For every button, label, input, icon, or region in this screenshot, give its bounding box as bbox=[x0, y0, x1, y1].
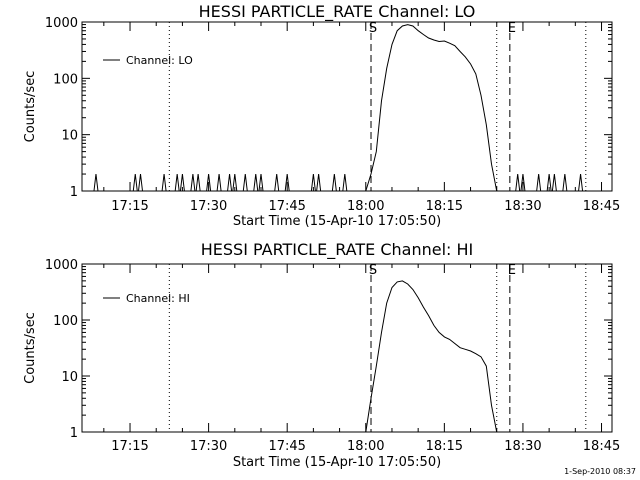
count-spike bbox=[93, 173, 99, 192]
count-spike bbox=[546, 173, 552, 192]
x-tick-label: 17:30 bbox=[190, 199, 227, 214]
count-spike bbox=[253, 173, 259, 192]
x-tick-label: 18:30 bbox=[504, 199, 541, 214]
y-axis-label: Counts/sec bbox=[23, 312, 38, 384]
plot-frame bbox=[81, 21, 613, 192]
y-tick-label: 100 bbox=[53, 314, 78, 329]
count-spike bbox=[227, 173, 233, 192]
x-tick-label: 18:00 bbox=[347, 439, 384, 454]
y-tick-label: 1000 bbox=[45, 258, 78, 273]
timestamp-stamp: 1-Sep-2010 08:37 bbox=[564, 467, 636, 476]
count-spike bbox=[562, 173, 568, 192]
x-axis-label: Start Time (15-Apr-10 17:05:50) bbox=[233, 455, 441, 470]
chart-title: HESSI PARTICLE_RATE Channel: HI bbox=[201, 240, 474, 260]
count-spike bbox=[174, 173, 180, 192]
count-spike bbox=[195, 173, 201, 192]
count-spike bbox=[232, 173, 238, 192]
marker-label: E bbox=[508, 263, 516, 278]
count-spike bbox=[515, 173, 521, 192]
count-spike bbox=[331, 173, 337, 192]
x-tick-label: 18:15 bbox=[426, 199, 463, 214]
panel-lo: HESSI PARTICLE_RATE Channel: LO 1 10 100 100… bbox=[23, 2, 620, 229]
x-tick-label: 18:45 bbox=[583, 439, 620, 454]
x-tick-label: 17:15 bbox=[111, 439, 148, 454]
marker-label: S bbox=[369, 263, 377, 278]
count-spike bbox=[342, 173, 348, 192]
count-spike bbox=[206, 173, 212, 192]
marker-label: E bbox=[508, 21, 516, 36]
count-spike bbox=[138, 173, 143, 192]
count-spike bbox=[190, 173, 196, 192]
y-tick-label: 10 bbox=[61, 129, 78, 144]
count-spike bbox=[316, 173, 322, 192]
x-tick-label: 17:45 bbox=[268, 439, 305, 454]
x-tick-label: 18:15 bbox=[426, 439, 463, 454]
count-spike bbox=[242, 173, 248, 192]
y-tick-label: 10 bbox=[61, 370, 78, 385]
y-axis-label: Counts/sec bbox=[23, 71, 38, 143]
legend-label: Channel: HI bbox=[126, 292, 190, 305]
count-spike bbox=[520, 173, 526, 192]
count-spike bbox=[179, 173, 185, 192]
count-spike bbox=[536, 173, 542, 192]
y-tick-label: 1000 bbox=[45, 16, 78, 31]
count-spike bbox=[216, 173, 222, 192]
x-tick-label: 18:00 bbox=[347, 199, 384, 214]
count-spike bbox=[274, 173, 280, 192]
marker-label: S bbox=[369, 21, 377, 36]
y-tick-label: 1 bbox=[70, 185, 78, 200]
count-spike bbox=[551, 173, 557, 192]
y-tick-label: 1 bbox=[70, 426, 78, 441]
count-spike bbox=[578, 173, 584, 192]
legend-label: Channel: LO bbox=[126, 54, 193, 67]
series-line-0 bbox=[365, 24, 513, 192]
x-tick-label: 17:15 bbox=[111, 199, 148, 214]
plot-frame bbox=[81, 263, 613, 433]
count-spike bbox=[310, 173, 316, 192]
x-tick-label: 17:30 bbox=[190, 439, 227, 454]
x-tick-label: 18:30 bbox=[504, 439, 541, 454]
count-spike bbox=[132, 173, 138, 192]
x-axis-label: Start Time (15-Apr-10 17:05:50) bbox=[233, 214, 441, 229]
x-tick-label: 17:45 bbox=[268, 199, 305, 214]
x-tick-label: 18:45 bbox=[583, 199, 620, 214]
chart-title: HESSI PARTICLE_RATE Channel: LO bbox=[199, 2, 476, 22]
count-spike bbox=[161, 173, 167, 192]
y-tick-label: 100 bbox=[53, 72, 78, 87]
series-line-0 bbox=[365, 280, 498, 433]
panel-hi: HESSI PARTICLE_RATE Channel: HI 1 10 100 100… bbox=[23, 240, 620, 470]
count-spike bbox=[258, 173, 264, 192]
count-spike bbox=[284, 173, 290, 192]
